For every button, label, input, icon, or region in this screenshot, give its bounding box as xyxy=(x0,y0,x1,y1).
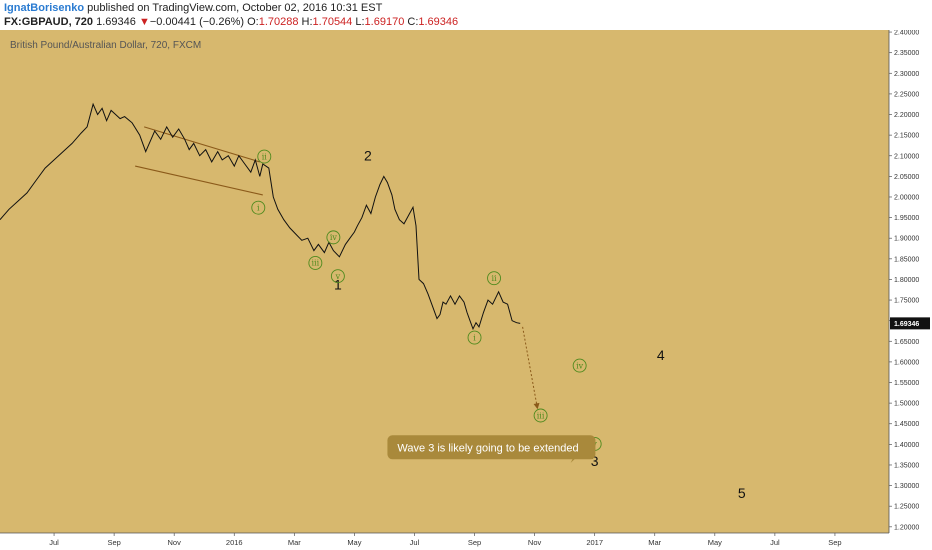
y-tick-label: 1.80000 xyxy=(894,277,919,284)
price-scale[interactable] xyxy=(889,30,932,550)
y-tick-label: 2.00000 xyxy=(894,194,919,201)
wave-label-circle xyxy=(533,408,548,423)
x-tick-label: 2016 xyxy=(226,538,243,547)
wave-label-major: 3 xyxy=(591,453,599,469)
wave-label-circle xyxy=(308,255,323,270)
time-scale[interactable] xyxy=(0,533,889,550)
chart-title: British Pound/Australian Dollar, 720, FX… xyxy=(10,40,201,51)
publish-info: published on TradingView.com, October 02… xyxy=(84,2,383,14)
high-value: 1.70544 xyxy=(312,16,353,28)
y-tick-label: 1.55000 xyxy=(894,380,919,387)
y-tick-label: 1.20000 xyxy=(894,524,919,531)
y-tick-label: 2.30000 xyxy=(894,71,919,78)
wave-label-minor: ii xyxy=(491,274,497,283)
wave-label-circle xyxy=(487,271,502,286)
x-tick-label: Nov xyxy=(528,538,542,547)
low-value: 1.69170 xyxy=(364,16,405,28)
wave-label-circle xyxy=(572,358,587,373)
y-tick-label: 2.25000 xyxy=(894,91,919,98)
down-arrow-icon: ▼ xyxy=(138,16,150,28)
wave-label-major: 4 xyxy=(657,347,665,363)
wave-labels: 21435iiiiviiiviiiiviiiv xyxy=(251,148,746,501)
wave-label-circle xyxy=(251,200,266,215)
y-tick-label: 1.40000 xyxy=(894,442,919,449)
wave-label-minor: iii xyxy=(312,259,320,268)
y-tick-label: 1.45000 xyxy=(894,421,919,428)
callout-text: Wave 3 is likely going to be extended xyxy=(397,442,578,454)
x-axis-ticks: Jul Sep Nov 2016 Mar May Jul Sep Nov 2017 Mar May Ju… xyxy=(49,533,842,547)
annotation-callout[interactable]: Wave 3 is likely going to be extended xyxy=(387,435,596,463)
low-label: L: xyxy=(355,16,365,28)
y-tick-label: 1.25000 xyxy=(894,504,919,511)
y-tick-label: 1.75000 xyxy=(894,298,919,305)
wave-label-circle xyxy=(467,330,482,345)
y-tick-label: 1.60000 xyxy=(894,359,919,366)
y-tick-label: 1.85000 xyxy=(894,256,919,263)
y-tick-label: 1.50000 xyxy=(894,401,919,408)
wave-label-major: 5 xyxy=(738,485,746,501)
close-label: C: xyxy=(407,16,419,28)
x-tick-label: Jul xyxy=(49,538,59,547)
wave-label-minor: i xyxy=(257,203,260,212)
wave-label-minor: iv xyxy=(330,233,338,242)
y-tick-label: 2.40000 xyxy=(894,30,919,37)
y-tick-label: 1.30000 xyxy=(894,483,919,490)
y-tick-label: 2.05000 xyxy=(894,174,919,181)
symbol-label[interactable]: FX:GBPAUD, 720 xyxy=(4,16,94,28)
projection-arrow[interactable] xyxy=(522,326,539,410)
high-label: H: xyxy=(301,16,313,28)
close-value: 1.69346 xyxy=(418,16,459,28)
price-series-line xyxy=(0,102,521,331)
y-tick-label: 1.95000 xyxy=(894,215,919,222)
x-tick-label: Jul xyxy=(770,538,780,547)
y-tick-label: 2.35000 xyxy=(894,50,919,57)
chart-area[interactable]: British Pound/Australian Dollar, 720, FX… xyxy=(0,30,932,550)
wave-label-circle xyxy=(330,269,345,284)
wave-label-minor: i xyxy=(473,333,476,342)
open-value: 1.70288 xyxy=(258,16,299,28)
author-link[interactable]: IgnatBorisenko xyxy=(4,2,85,14)
last-price-tag: 1.69346 xyxy=(890,317,930,330)
wave-label-circle xyxy=(326,230,341,245)
x-tick-label: May xyxy=(708,538,722,547)
x-tick-label: Sep xyxy=(107,538,120,547)
y-tick-label: 1.65000 xyxy=(894,339,919,346)
y-tick-label: 2.15000 xyxy=(894,133,919,140)
x-tick-label: 2017 xyxy=(586,538,603,547)
last-price-tag-box xyxy=(890,317,930,330)
wave-label-major: 1 xyxy=(334,277,342,293)
publish-line: IgnatBorisenko published on TradingView.… xyxy=(4,1,382,15)
price-chart[interactable]: British Pound/Australian Dollar, 720, FX… xyxy=(0,30,932,550)
x-tick-label: Sep xyxy=(828,538,841,547)
wave-label-minor: iii xyxy=(537,411,545,420)
wave-label-circle xyxy=(257,149,272,164)
x-tick-label: Sep xyxy=(468,538,481,547)
x-tick-label: Mar xyxy=(648,538,661,547)
y-tick-label: 2.20000 xyxy=(894,112,919,119)
trendline xyxy=(135,165,263,196)
wave-label-major: 2 xyxy=(364,148,372,164)
last-price-tag-label: 1.69346 xyxy=(894,321,919,328)
ohlc-line: FX:GBPAUD, 720 1.69346 ▼−0.00441 (−0.26%… xyxy=(4,15,458,29)
x-tick-label: Jul xyxy=(410,538,420,547)
x-tick-label: Mar xyxy=(288,538,301,547)
y-tick-label: 1.35000 xyxy=(894,462,919,469)
wave-label-minor: iv xyxy=(576,361,584,370)
wave-label-minor: ii xyxy=(262,152,268,161)
wave-label-minor: v xyxy=(335,272,341,281)
y-tick-label: 2.10000 xyxy=(894,153,919,160)
price-change: −0.00441 (−0.26%) xyxy=(149,16,245,28)
chart-header: IgnatBorisenko published on TradingView.… xyxy=(0,0,932,30)
x-tick-label: May xyxy=(347,538,361,547)
callout-box xyxy=(387,435,596,460)
y-tick-label: 1.90000 xyxy=(894,236,919,243)
open-label: O: xyxy=(247,16,259,28)
projection-arrowhead xyxy=(533,402,540,410)
x-tick-label: Nov xyxy=(168,538,182,547)
last-price: 1.69346 xyxy=(96,16,136,28)
